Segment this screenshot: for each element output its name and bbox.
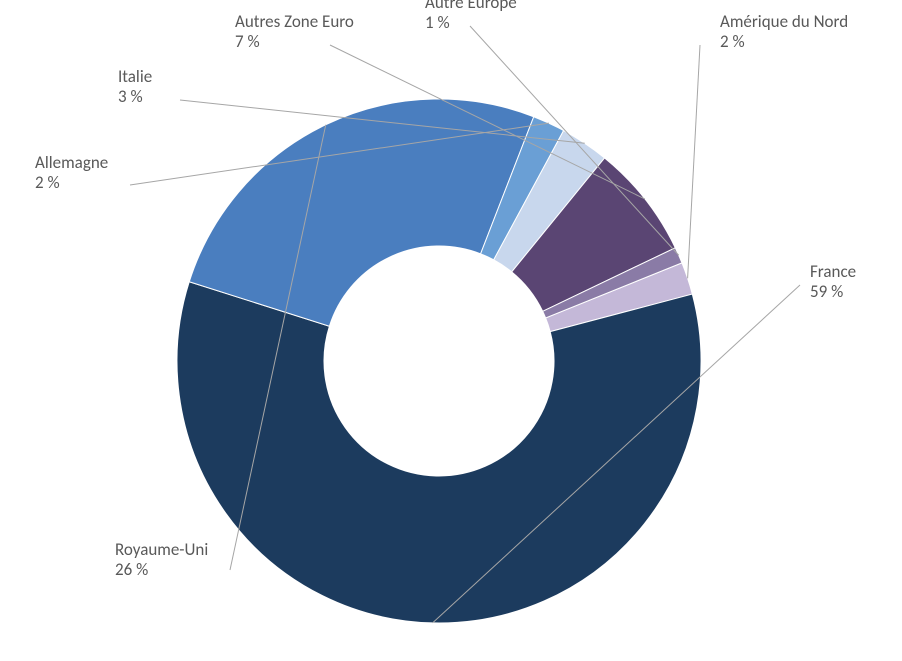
slice-percent: 3 % [118,86,143,107]
slice-percent: 2 % [35,172,60,193]
slice-percent: 59 % [810,281,843,302]
chart-svg: Amérique du Nord2 %France59 %Royaume-Uni… [0,0,902,661]
leader-line [688,45,700,278]
slice-percent: 26 % [115,559,148,580]
slice-label: Royaume-Uni [115,539,208,560]
slice-percent: 1 % [425,12,450,33]
slice-label: Allemagne [35,152,108,173]
slice-label: Autres Zone Euro [235,11,354,32]
slice-percent: 7 % [235,31,260,52]
slice-percent: 2 % [720,31,745,52]
slice-label: France [810,261,856,282]
slice-label: Amérique du Nord [720,11,848,32]
donut-chart: Amérique du Nord2 %France59 %Royaume-Uni… [0,0,902,661]
slice-label: Italie [118,66,152,87]
